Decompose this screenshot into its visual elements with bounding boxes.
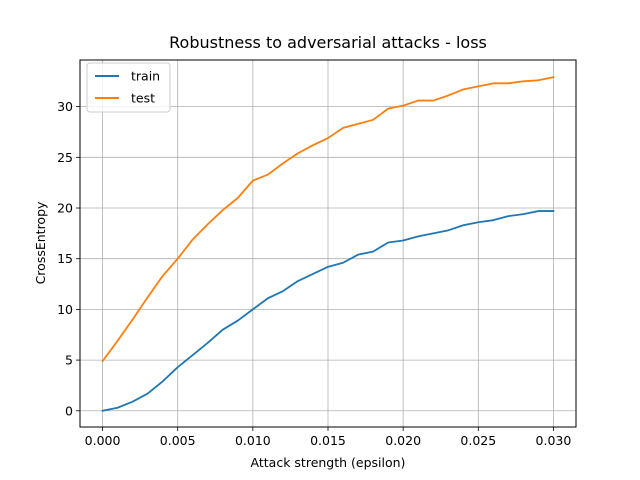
series-line-train: [101, 210, 555, 412]
x-axis: 0.000 0.005 0.010 0.015 0.020 0.025 0.030: [85, 427, 572, 448]
y-tick-label: 25: [57, 150, 73, 165]
y-axis: 0 5 10 15 20 25 30: [57, 99, 80, 418]
x-tick-label: 0.015: [310, 433, 346, 448]
series-line-test: [101, 76, 555, 363]
series-layer: [101, 76, 555, 412]
y-tick-label: 20: [57, 201, 73, 216]
x-tick-label: 0.000: [85, 433, 121, 448]
y-tick-label: 30: [57, 99, 73, 114]
legend-label-test: test: [131, 91, 155, 106]
x-tick-label: 0.025: [460, 433, 496, 448]
chart-title: Robustness to adversarial attacks - loss: [169, 33, 487, 52]
x-tick-label: 0.005: [160, 433, 196, 448]
legend-label-train: train: [131, 69, 160, 84]
y-axis-label: CrossEntropy: [33, 201, 48, 284]
x-tick-label: 0.020: [385, 433, 421, 448]
y-tick-label: 10: [57, 302, 73, 317]
x-tick-label: 0.010: [235, 433, 271, 448]
x-tick-label: 0.030: [536, 433, 572, 448]
y-tick-label: 0: [65, 403, 73, 418]
y-tick-label: 15: [57, 251, 73, 266]
y-tick-label: 5: [65, 353, 73, 368]
x-axis-label: Attack strength (epsilon): [251, 455, 406, 470]
grid: [80, 60, 576, 427]
legend: train test: [86, 62, 171, 113]
